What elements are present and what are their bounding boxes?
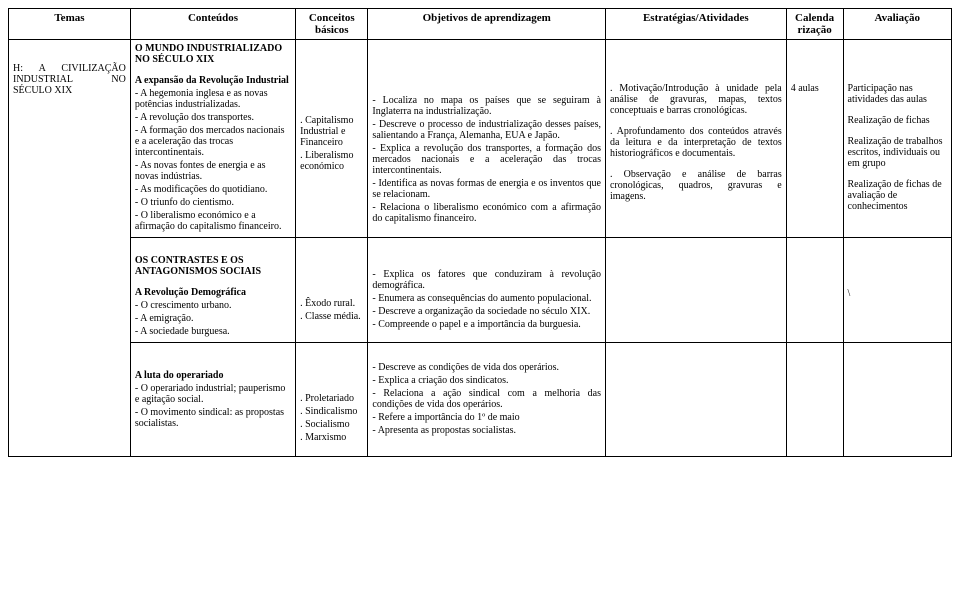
- tema-text: H: A CIVILIZAÇÃO INDUSTRIAL NO SÉCULO XI…: [13, 63, 126, 96]
- cell-conteudos: O MUNDO INDUSTRIALIZADO NO SÉCULO XIX A …: [130, 40, 295, 238]
- cell-conteudos: A luta do operariado - O operariado indu…: [130, 343, 295, 457]
- header-temas: Temas: [9, 9, 131, 40]
- cont-line: - A hegemonia inglesa e as novas potênci…: [135, 88, 291, 110]
- cont-title: OS CONTRASTES E OS ANTAGONISMOS SOCIAIS: [135, 255, 291, 277]
- cell-estrategias: . Motivação/Introdução à unidade pela an…: [605, 40, 786, 238]
- est-line: . Motivação/Introdução à unidade pela an…: [610, 83, 782, 116]
- cell-conceitos: . Proletariado . Sindicalismo . Socialis…: [296, 343, 368, 457]
- obj-line: - Identifica as novas formas de energia …: [372, 178, 601, 200]
- obj-line: - Explica a criação dos sindicatos.: [372, 375, 601, 386]
- cell-conteudos: OS CONTRASTES E OS ANTAGONISMOS SOCIAIS …: [130, 238, 295, 343]
- cont-line: - O crescimento urbano.: [135, 300, 291, 311]
- obj-line: - Enumera as consequências do aumento po…: [372, 293, 601, 304]
- conc-line: . Êxodo rural.: [300, 298, 363, 309]
- cell-avaliacao: [843, 343, 951, 457]
- conc-line: . Proletariado: [300, 393, 363, 404]
- cell-estrategias: [605, 238, 786, 343]
- cell-avaliacao: Participação nas atividades das aulas Re…: [843, 40, 951, 238]
- cell-estrategias: [605, 343, 786, 457]
- obj-line: - Refere a importância do 1º de maio: [372, 412, 601, 423]
- cont-title: O MUNDO INDUSTRIALIZADO NO SÉCULO XIX: [135, 43, 291, 65]
- cont-line: - A formação dos mercados nacionais e a …: [135, 125, 291, 158]
- header-calenda: Calenda rização: [786, 9, 843, 40]
- obj-line: - Explica a revolução dos transportes, a…: [372, 143, 601, 176]
- cont-subtitle: A Revolução Demográfica: [135, 287, 291, 298]
- cont-line: - O liberalismo económico e a afirmação …: [135, 210, 291, 232]
- cell-calenda: [786, 238, 843, 343]
- cont-line: - A sociedade burguesa.: [135, 326, 291, 337]
- obj-line: - Descreve as condições de vida dos oper…: [372, 362, 601, 373]
- cell-objetivos: - Localiza no mapa os países que se segu…: [368, 40, 606, 238]
- conc-line: . Classe média.: [300, 311, 363, 322]
- curriculum-table: Temas Conteúdos Conceitos básicos Objeti…: [8, 8, 952, 457]
- obj-line: - Relaciona o liberalismo económico com …: [372, 202, 601, 224]
- av-line: Participação nas atividades das aulas: [848, 83, 947, 105]
- av-line: Realização de trabalhos escritos, indivi…: [848, 136, 947, 169]
- conc-line: . Marxismo: [300, 432, 363, 443]
- est-line: . Aprofundamento dos conteúdos através d…: [610, 126, 782, 159]
- obj-line: - Descreve a organização da sociedade no…: [372, 306, 601, 317]
- cell-calenda: 4 aulas: [786, 40, 843, 238]
- cell-calenda: [786, 343, 843, 457]
- av-line: Realização de fichas: [848, 115, 947, 126]
- table-row: OS CONTRASTES E OS ANTAGONISMOS SOCIAIS …: [9, 238, 952, 343]
- obj-line: - Explica os fatores que conduziram à re…: [372, 269, 601, 291]
- header-conteudos: Conteúdos: [130, 9, 295, 40]
- table-row: H: A CIVILIZAÇÃO INDUSTRIAL NO SÉCULO XI…: [9, 40, 952, 238]
- cell-objetivos: - Descreve as condições de vida dos oper…: [368, 343, 606, 457]
- conc-line: . Capitalismo Industrial e Financeiro: [300, 115, 363, 148]
- obj-line: - Compreende o papel e a importância da …: [372, 319, 601, 330]
- conc-line: . Liberalismo económico: [300, 150, 363, 172]
- table-header-row: Temas Conteúdos Conceitos básicos Objeti…: [9, 9, 952, 40]
- cont-line: - As novas fontes de energia e as novas …: [135, 160, 291, 182]
- cont-line: - A emigração.: [135, 313, 291, 324]
- cont-line: - As modificações do quotidiano.: [135, 184, 291, 195]
- header-conceitos: Conceitos básicos: [296, 9, 368, 40]
- header-estrategias: Estratégias/Atividades: [605, 9, 786, 40]
- cont-line: - O triunfo do cientismo.: [135, 197, 291, 208]
- obj-line: - Descreve o processo de industrializaçã…: [372, 119, 601, 141]
- cell-objetivos: - Explica os fatores que conduziram à re…: [368, 238, 606, 343]
- cell-temas: H: A CIVILIZAÇÃO INDUSTRIAL NO SÉCULO XI…: [9, 40, 131, 457]
- conc-line: . Socialismo: [300, 419, 363, 430]
- cal-text: 4 aulas: [791, 83, 839, 94]
- obj-line: - Apresenta as propostas socialistas.: [372, 425, 601, 436]
- cont-subtitle: A expansão da Revolução Industrial: [135, 75, 291, 86]
- obj-line: - Relaciona a ação sindical com a melhor…: [372, 388, 601, 410]
- cont-line: - O movimento sindical: as propostas soc…: [135, 407, 291, 429]
- est-line: . Observação e análise de barras cronoló…: [610, 169, 782, 202]
- table-row: A luta do operariado - O operariado indu…: [9, 343, 952, 457]
- av-line: Realização de fichas de avaliação de con…: [848, 179, 947, 212]
- cont-title: A luta do operariado: [135, 370, 291, 381]
- cont-line: - O operariado industrial; pauperismo e …: [135, 383, 291, 405]
- cell-conceitos: . Capitalismo Industrial e Financeiro . …: [296, 40, 368, 238]
- cell-avaliacao: \: [843, 238, 951, 343]
- cell-conceitos: . Êxodo rural. . Classe média.: [296, 238, 368, 343]
- header-objetivos: Objetivos de aprendizagem: [368, 9, 606, 40]
- obj-line: - Localiza no mapa os países que se segu…: [372, 95, 601, 117]
- header-avaliacao: Avaliação: [843, 9, 951, 40]
- av-line: \: [848, 288, 947, 299]
- cont-line: - A revolução dos transportes.: [135, 112, 291, 123]
- conc-line: . Sindicalismo: [300, 406, 363, 417]
